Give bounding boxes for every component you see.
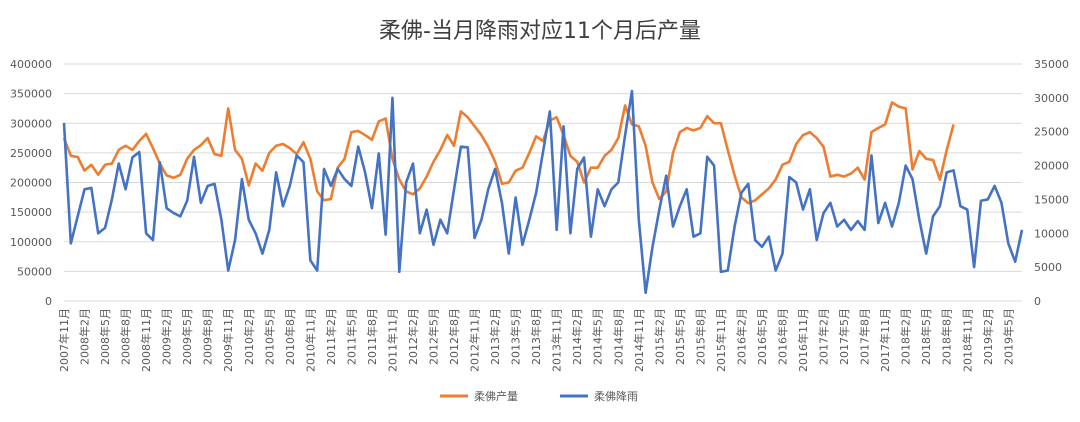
y-tick-label: 0 <box>45 295 52 308</box>
x-tick-label: 2014年8月 <box>611 308 625 365</box>
x-tick-label: 2007年11月 <box>57 308 71 372</box>
x-tick-label: 2019年2月 <box>981 308 995 365</box>
x-tick-label: 2009年2月 <box>160 308 174 365</box>
x-tick-label: 2017年2月 <box>817 308 831 365</box>
y-tick-label: 50000 <box>17 265 52 278</box>
x-tick-label: 2018年2月 <box>899 308 913 365</box>
x-tick-label: 2011年11月 <box>385 308 399 372</box>
x-tick-label: 2010年2月 <box>242 308 256 365</box>
x-tick-label: 2018年11月 <box>960 308 974 372</box>
x-tick-label: 2013年11月 <box>550 308 564 372</box>
x-tick-label: 2015年11月 <box>714 308 728 372</box>
x-tick-label: 2012年11月 <box>468 308 482 372</box>
x-tick-label: 2015年2月 <box>652 308 666 365</box>
x-tick-label: 2017年5月 <box>837 308 851 365</box>
x-tick-label: 2019年5月 <box>1001 308 1015 365</box>
x-tick-label: 2011年8月 <box>365 308 379 365</box>
x-tick-label: 2012年8月 <box>447 308 461 365</box>
x-tick-label: 2015年5月 <box>673 308 687 365</box>
y2-tick-label: 10000 <box>1034 227 1069 240</box>
y-tick-label: 300000 <box>10 117 52 130</box>
y-tick-label: 350000 <box>10 88 52 101</box>
x-tick-label: 2009年11月 <box>221 308 235 372</box>
x-tick-label: 2016年8月 <box>776 308 790 365</box>
x-tick-label: 2010年8月 <box>283 308 297 365</box>
x-tick-label: 2013年2月 <box>488 308 502 365</box>
x-tick-label: 2014年5月 <box>591 308 605 365</box>
y-tick-label: 250000 <box>10 147 52 160</box>
y-tick-label: 100000 <box>10 236 52 249</box>
x-tick-label: 2010年11月 <box>303 308 317 372</box>
y2-tick-label: 25000 <box>1034 126 1069 139</box>
legend-label: 柔佛产量 <box>474 389 518 403</box>
x-tick-label: 2011年2月 <box>324 308 338 365</box>
x-tick-label: 2009年8月 <box>201 308 215 365</box>
y-tick-label: 200000 <box>10 177 52 190</box>
y2-tick-label: 30000 <box>1034 92 1069 105</box>
y-tick-label: 150000 <box>10 206 52 219</box>
x-tick-label: 2014年2月 <box>570 308 584 365</box>
x-tick-label: 2010年5月 <box>262 308 276 365</box>
x-tick-label: 2016年2月 <box>734 308 748 365</box>
y2-tick-label: 15000 <box>1034 193 1069 206</box>
x-tick-label: 2016年5月 <box>755 308 769 365</box>
x-tick-label: 2008年8月 <box>119 308 133 365</box>
x-tick-label: 2008年5月 <box>98 308 112 365</box>
y2-tick-label: 5000 <box>1034 261 1062 274</box>
series-line <box>62 89 1024 295</box>
y2-tick-label: 20000 <box>1034 160 1069 173</box>
x-tick-label: 2012年5月 <box>427 308 441 365</box>
x-tick-label: 2017年11月 <box>878 308 892 372</box>
x-tick-label: 2017年8月 <box>858 308 872 365</box>
x-tick-label: 2013年5月 <box>509 308 523 365</box>
x-tick-label: 2012年2月 <box>406 308 420 365</box>
x-tick-label: 2015年8月 <box>693 308 707 365</box>
chart-title: 柔佛-当月降雨对应11个月后产量 <box>379 19 701 44</box>
x-tick-label: 2018年8月 <box>940 308 954 365</box>
y2-tick-label: 0 <box>1034 295 1041 308</box>
x-tick-label: 2016年11月 <box>796 308 810 372</box>
x-tick-label: 2008年2月 <box>78 308 92 365</box>
y2-tick-label: 35000 <box>1034 58 1069 71</box>
x-tick-label: 2011年5月 <box>344 308 358 365</box>
x-tick-label: 2013年8月 <box>529 308 543 365</box>
x-tick-label: 2008年11月 <box>139 308 153 372</box>
x-tick-label: 2009年5月 <box>180 308 194 365</box>
x-tick-label: 2018年5月 <box>919 308 933 365</box>
series-line <box>62 101 955 205</box>
legend-label: 柔佛降雨 <box>594 389 638 403</box>
y-tick-label: 400000 <box>10 58 52 71</box>
x-tick-label: 2014年11月 <box>632 308 646 372</box>
